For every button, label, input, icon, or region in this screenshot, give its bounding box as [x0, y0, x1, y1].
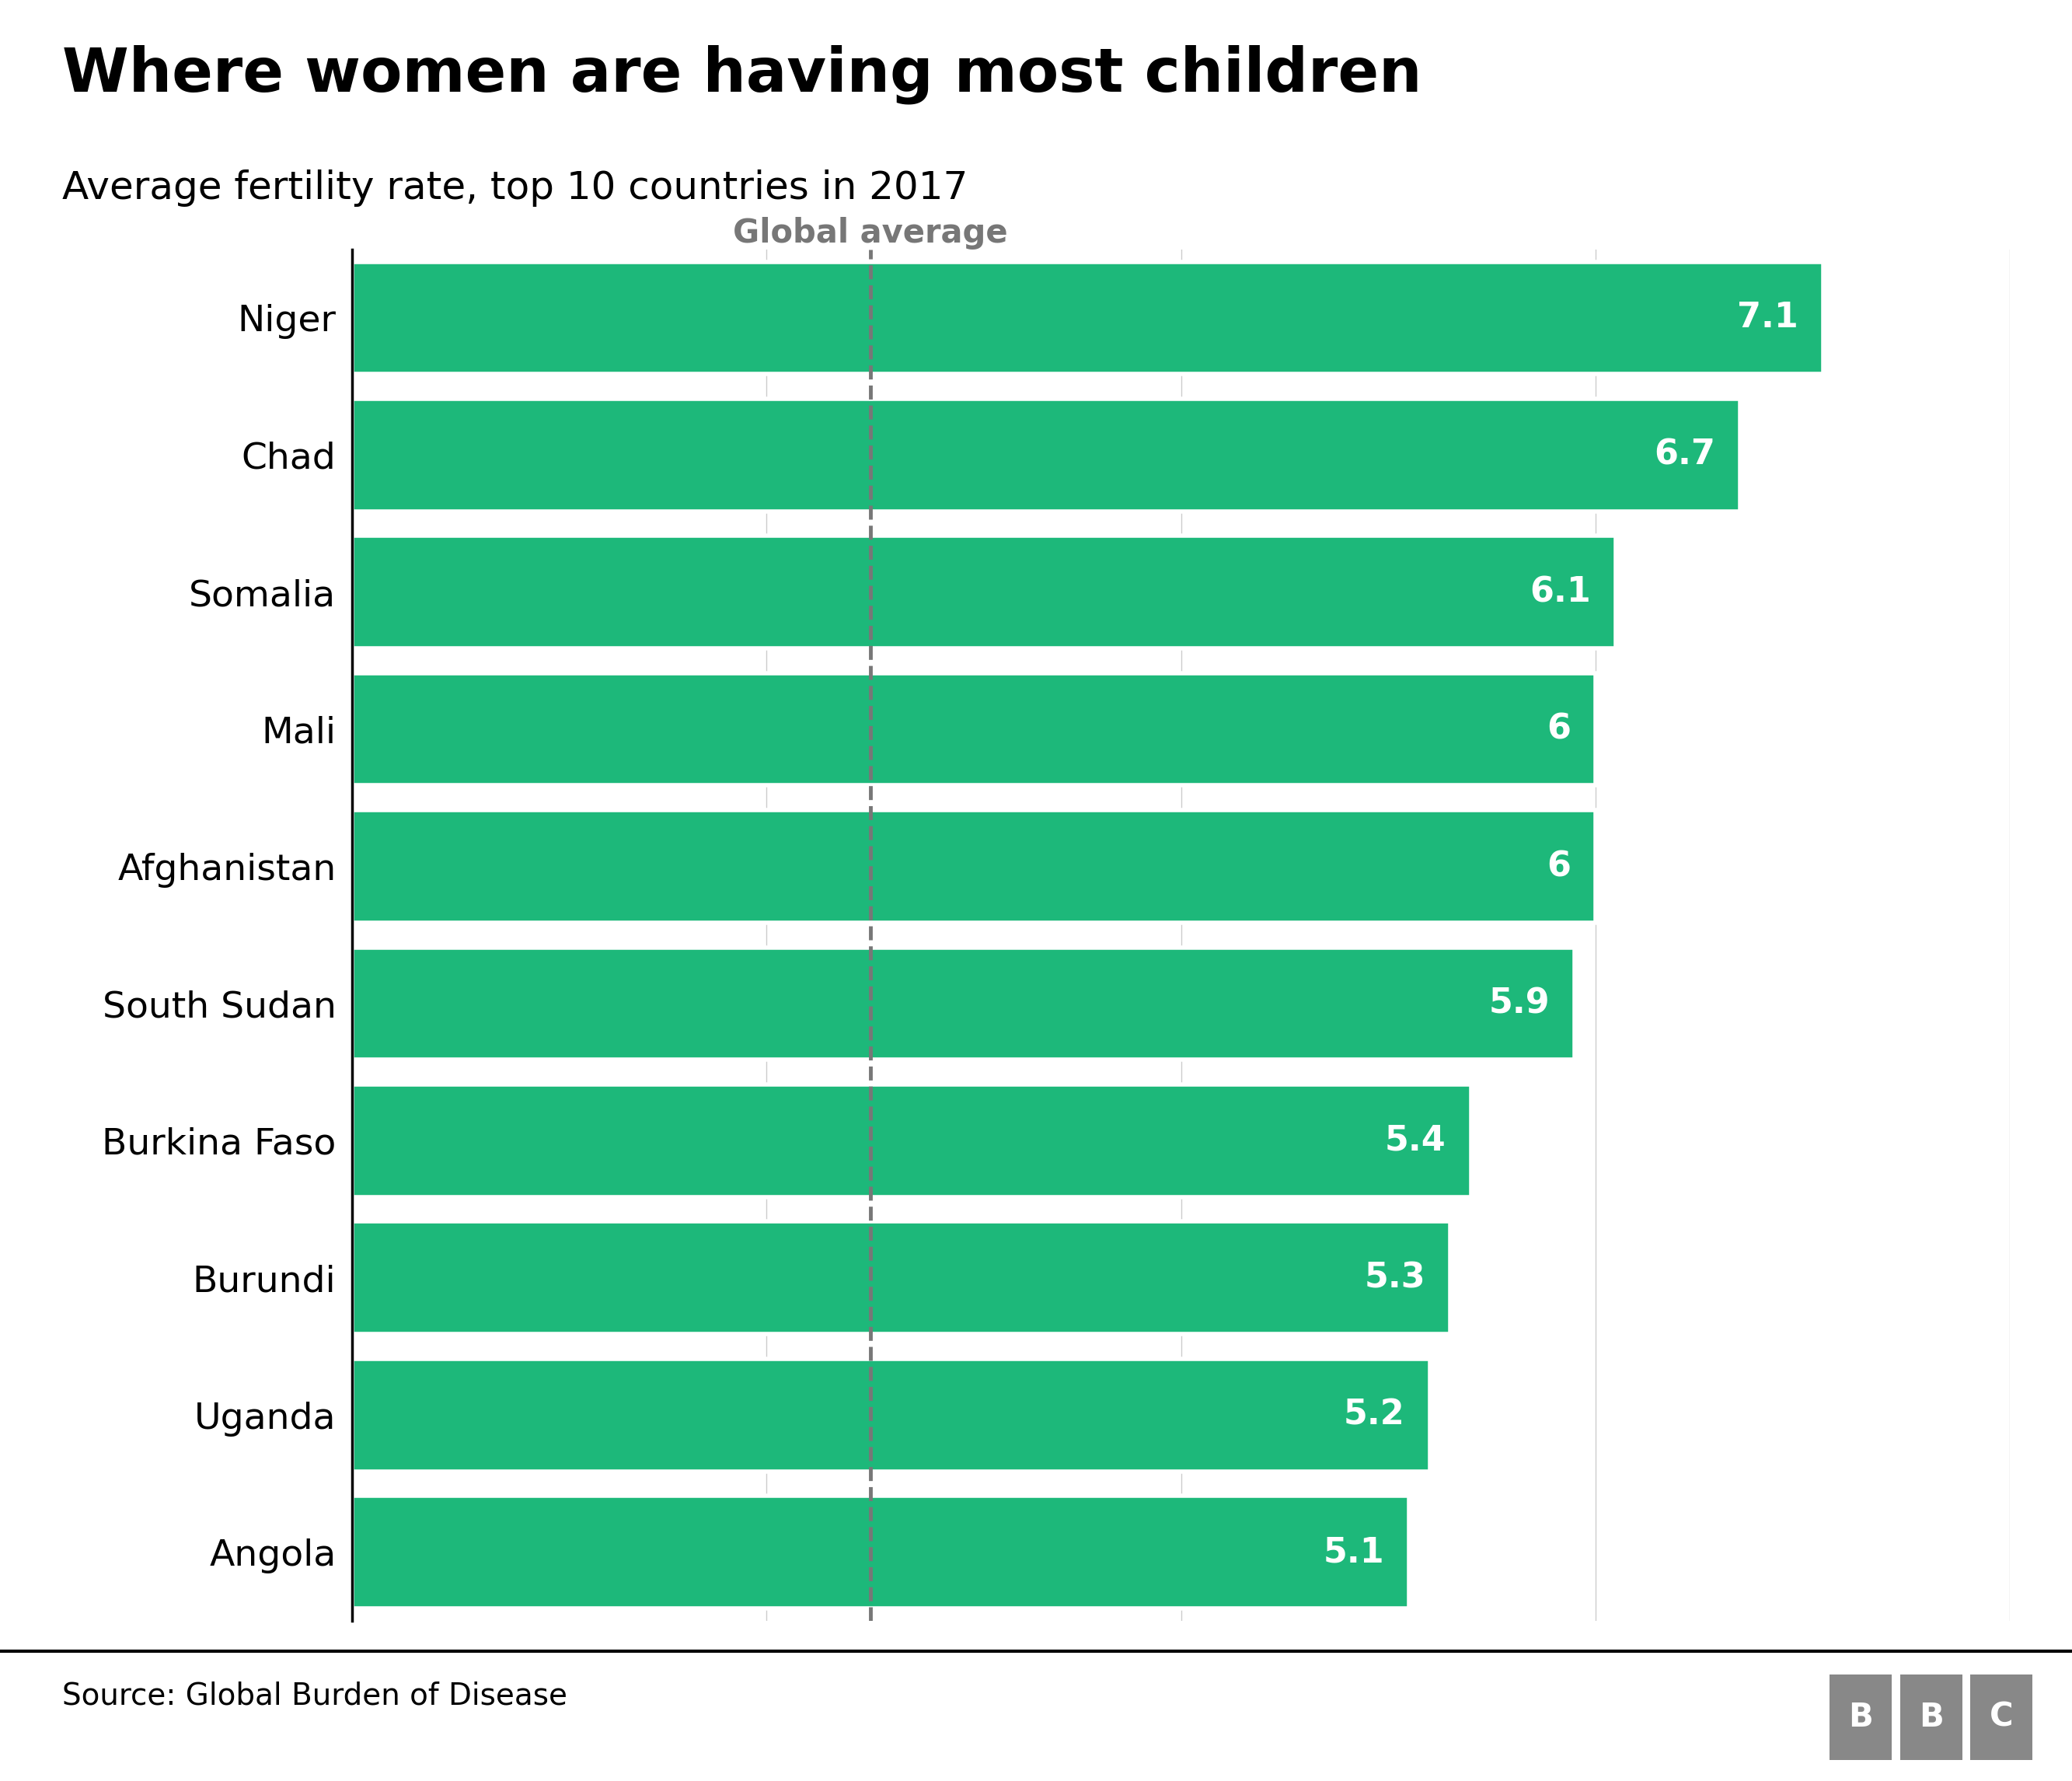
Bar	[352, 673, 1595, 785]
Bar	[352, 947, 1575, 1060]
Text: C: C	[1989, 1701, 2014, 1733]
Text: 6: 6	[1546, 850, 1571, 883]
Text: B: B	[1919, 1701, 1944, 1733]
Bar	[352, 810, 1595, 923]
Text: 5.3: 5.3	[1365, 1261, 1426, 1295]
Bar	[352, 399, 1740, 511]
Text: 5.1: 5.1	[1322, 1535, 1384, 1569]
Text: Where women are having most children: Where women are having most children	[62, 45, 1421, 103]
Bar	[352, 262, 1823, 374]
Text: Average fertility rate, top 10 countries in 2017: Average fertility rate, top 10 countries…	[62, 169, 968, 207]
Bar	[352, 1496, 1409, 1608]
Bar	[352, 1359, 1430, 1471]
Text: 5.2: 5.2	[1343, 1398, 1405, 1432]
Text: 7.1: 7.1	[1736, 301, 1798, 335]
Bar	[352, 1085, 1471, 1197]
Text: Source: Global Burden of Disease: Source: Global Burden of Disease	[62, 1681, 568, 1712]
Text: 6.7: 6.7	[1653, 438, 1716, 472]
Text: Global average: Global average	[733, 217, 1007, 249]
Text: B: B	[1848, 1701, 1873, 1733]
Bar	[352, 536, 1616, 648]
Text: 6: 6	[1546, 712, 1571, 746]
Text: 5.9: 5.9	[1490, 987, 1550, 1021]
Text: 6.1: 6.1	[1529, 575, 1591, 609]
Text: 5.4: 5.4	[1384, 1124, 1446, 1158]
Bar	[352, 1222, 1450, 1334]
